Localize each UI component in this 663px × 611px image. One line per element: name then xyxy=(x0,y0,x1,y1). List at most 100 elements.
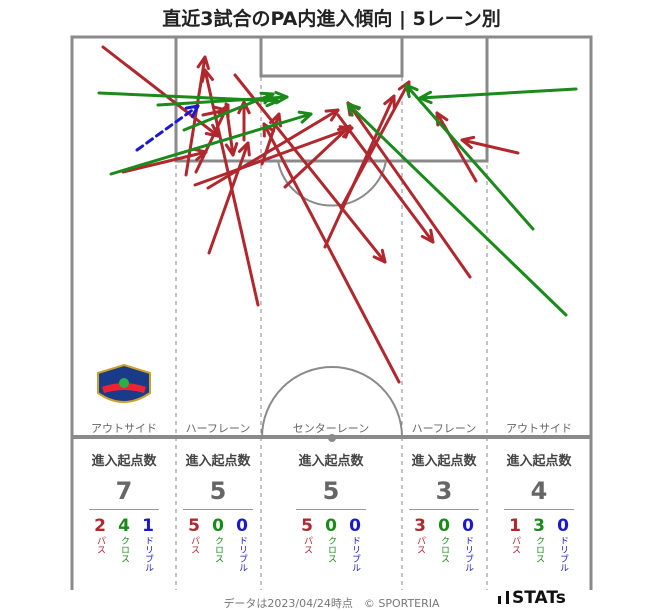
cross-arrow-head xyxy=(259,91,275,105)
chart-title: 直近3試合のPA内進入傾向 | 5レーン別 xyxy=(162,8,501,30)
lane-stats-outside-right: 進入起点数 4 1 パス 3 クロス 0 ドリブル xyxy=(489,450,589,572)
lane-stats-header: 進入起点数 xyxy=(298,454,364,469)
lane-stats-center: 進入起点数 5 5 パス 0 クロス 0 ドリブル xyxy=(281,450,381,572)
pass-label: パス xyxy=(189,536,199,554)
dribble-arrow-shaft xyxy=(135,104,200,152)
pass-arrow-shaft xyxy=(184,55,207,177)
pass-stat: 3 パス xyxy=(411,516,429,572)
cross-count: 4 xyxy=(118,516,130,536)
cross-arrow-head xyxy=(274,90,289,105)
lane-stats-total: 5 xyxy=(322,477,340,505)
cross-label: クロス xyxy=(534,536,544,563)
pass-arrow xyxy=(283,124,352,189)
pass-arrow-shaft xyxy=(346,101,472,279)
pass-arrow-shaft xyxy=(460,138,520,155)
pass-arrow-shaft xyxy=(206,108,340,190)
cross-arrow-head xyxy=(297,110,313,124)
cross-stat: 0 クロス xyxy=(435,516,453,572)
pass-arrow xyxy=(262,122,401,384)
penalty-arc xyxy=(277,160,387,207)
lane-stats-breakdown: 5 パス 0 クロス 0 ドリブル xyxy=(168,516,268,572)
cross-arrow xyxy=(109,110,313,176)
pass-arrow-head xyxy=(196,55,210,70)
cross-label: クロス xyxy=(326,536,336,563)
club-crest xyxy=(97,363,151,403)
pass-arrow xyxy=(233,73,387,264)
dribble-count: 0 xyxy=(557,516,569,536)
pass-arrow xyxy=(206,108,340,190)
arrow-layer xyxy=(97,45,578,384)
pass-count: 5 xyxy=(188,516,200,536)
cross-arrow-shaft xyxy=(109,112,313,176)
lane-stats-divider xyxy=(296,509,366,510)
pass-arrow xyxy=(339,80,411,210)
pass-stat: 5 パス xyxy=(298,516,316,572)
dribble-count: 0 xyxy=(349,516,361,536)
pass-arrow-head xyxy=(337,124,352,139)
dribble-stat: 0 ドリブル xyxy=(233,516,251,572)
pass-count: 2 xyxy=(94,516,106,536)
lane-stats-breakdown: 2 パス 4 クロス 1 ドリブル xyxy=(74,516,174,572)
logo-bar-icon xyxy=(498,596,501,604)
cross-arrow xyxy=(182,91,275,132)
cross-count: 0 xyxy=(325,516,337,536)
lane-stats-halfspace-right: 進入起点数 3 3 パス 0 クロス 0 ドリブル xyxy=(394,450,494,572)
cross-stat: 3 クロス xyxy=(530,516,548,572)
pass-arrow xyxy=(346,101,472,279)
logo-text: STATs xyxy=(512,588,566,608)
lane-stats-header: 進入起点数 xyxy=(506,454,572,469)
pass-arrow xyxy=(336,113,435,244)
pass-label: パス xyxy=(95,536,105,554)
pass-arrow-head xyxy=(204,123,220,138)
cross-arrow-shaft xyxy=(346,102,568,317)
cross-stat: 0 クロス xyxy=(322,516,340,572)
cross-arrow-shaft xyxy=(404,83,535,231)
pass-arrow-head xyxy=(324,108,340,122)
logo-bar-icon xyxy=(506,591,509,604)
footer-note: データは2023/04/24時点 © SPORTERIA xyxy=(223,597,440,610)
pass-arrow-shaft xyxy=(101,45,220,138)
center-circle xyxy=(261,366,403,438)
pass-arrow-shaft xyxy=(260,112,281,166)
cross-count: 0 xyxy=(212,516,224,536)
pass-arrow-head xyxy=(237,141,251,157)
cross-arrow-head xyxy=(404,83,419,99)
cross-label: クロス xyxy=(119,536,129,563)
pass-arrow xyxy=(101,45,220,138)
dribble-label: ドリブル xyxy=(558,536,568,572)
dribble-label: ドリブル xyxy=(350,536,360,572)
crest-ball-icon xyxy=(119,378,129,388)
pass-arrow xyxy=(184,55,210,177)
pass-arrow-head xyxy=(262,122,276,138)
lane-stats-divider xyxy=(504,509,574,510)
lane-stats-breakdown: 1 パス 3 クロス 0 ドリブル xyxy=(489,516,589,572)
lane-stats-total: 3 xyxy=(435,477,453,505)
pass-arrow-shaft xyxy=(283,124,352,189)
pass-arrow xyxy=(207,141,251,255)
pass-arrow-shaft xyxy=(193,126,354,187)
pass-arrow-head xyxy=(420,228,435,244)
cross-stat: 0 クロス xyxy=(209,516,227,572)
pass-label: パス xyxy=(415,536,425,554)
lane-label-outside-left: アウトサイド xyxy=(91,422,157,435)
lane-stats-divider xyxy=(89,509,159,510)
pass-arrow-shaft xyxy=(262,122,401,384)
lane-stats-header: 進入起点数 xyxy=(185,454,251,469)
pass-count: 3 xyxy=(414,516,426,536)
lane-stats-breakdown: 5 パス 0 クロス 0 ドリブル xyxy=(281,516,381,572)
pass-stat: 2 パス xyxy=(91,516,109,572)
lane-stats-halfspace-left: 進入起点数 5 5 パス 0 クロス 0 ドリブル xyxy=(168,450,268,572)
cross-count: 0 xyxy=(438,516,450,536)
pass-arrow-head xyxy=(224,142,239,157)
lane-stats-divider xyxy=(409,509,479,510)
pass-arrow-head xyxy=(372,248,387,264)
pass-arrow-shaft xyxy=(435,111,478,183)
cross-count: 3 xyxy=(533,516,545,536)
goal-area xyxy=(259,35,404,78)
pass-arrow-shaft xyxy=(339,80,411,210)
lane-stats-total: 5 xyxy=(209,477,227,505)
stats-logo: STATs xyxy=(498,588,566,608)
cross-stat: 4 クロス xyxy=(115,516,133,572)
pass-arrow-shaft xyxy=(121,150,208,174)
